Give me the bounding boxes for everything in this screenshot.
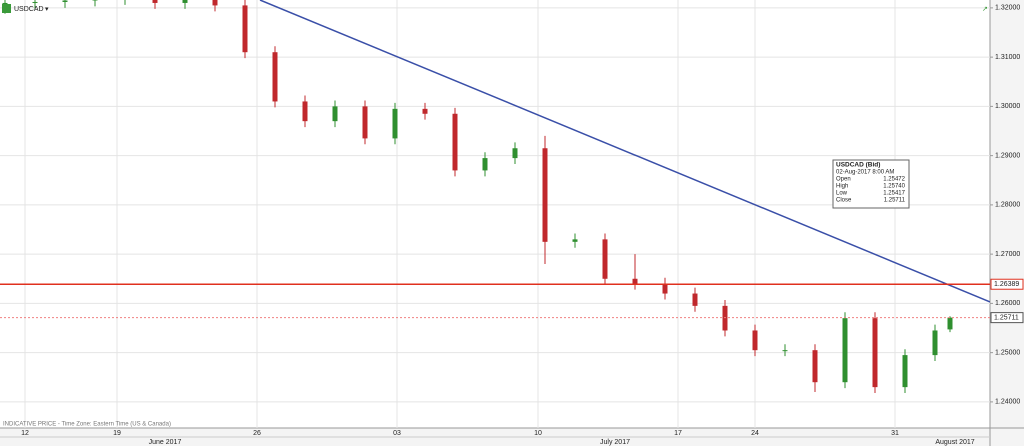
candle-body [242, 5, 248, 53]
tooltip-key: Low [836, 191, 848, 197]
tooltip-key: Close [836, 198, 852, 204]
month-label: June 2017 [149, 439, 182, 446]
candle-body [152, 0, 158, 3]
level-tag [990, 278, 1024, 290]
candle-body [332, 106, 338, 122]
y-tick-label: 1.30000 [995, 103, 1020, 110]
level-label: 1.26389 [994, 281, 1019, 288]
candle-body [722, 305, 728, 331]
y-tick-label: 1.26000 [995, 300, 1020, 307]
x-tick-label: 26 [253, 430, 261, 437]
candle-body [62, 0, 68, 2]
candle-body [392, 108, 398, 139]
tooltip-value: 1.25417 [883, 191, 905, 197]
candle-body [662, 283, 668, 294]
x-tick-label: 31 [891, 430, 899, 437]
series [0, 0, 990, 394]
candle-body [902, 355, 908, 388]
candle-body [452, 113, 458, 171]
tooltip-value: 1.25472 [883, 177, 905, 183]
candle-body [752, 330, 758, 351]
candle-body [632, 278, 638, 284]
candle-body [32, 1, 38, 3]
candle-body [842, 318, 848, 383]
tooltip-box [832, 159, 910, 209]
y-tick-label: 1.27000 [995, 251, 1020, 258]
candle-body [572, 239, 578, 242]
candle-body [482, 158, 488, 171]
trendline [259, 0, 990, 303]
x-tick-label: 12 [21, 430, 29, 437]
symbol-icon[interactable] [2, 4, 11, 13]
x-tick-label: 03 [393, 430, 401, 437]
candle-body [422, 108, 428, 114]
candle-body [872, 318, 878, 388]
symbol-label[interactable]: USDCAD [14, 6, 44, 13]
plot-area [0, 0, 990, 428]
candle-body [602, 239, 608, 279]
x-tick-label: 19 [113, 430, 121, 437]
y-tick-label: 1.29000 [995, 152, 1020, 159]
tooltip-value: 1.25711 [884, 198, 906, 204]
y-tick-label: 1.32000 [995, 5, 1020, 12]
candle-body [932, 330, 938, 356]
candle-body [692, 293, 698, 306]
x-tick-label: 10 [534, 430, 542, 437]
tooltip-date: 02-Aug-2017 8:00 AM [836, 170, 894, 176]
candle-body [512, 148, 518, 159]
trend-icon[interactable]: ↗ [982, 6, 988, 13]
y-tick-label: 1.31000 [995, 54, 1020, 61]
month-label: August 2017 [935, 439, 974, 446]
candle-body [947, 317, 953, 330]
candle-body [272, 52, 278, 102]
tooltip-value: 1.25740 [883, 184, 905, 190]
last-price-tag [990, 312, 1024, 324]
footer-note: INDICATIVE PRICE - Time Zone: Eastern Ti… [3, 422, 171, 428]
candle-body [182, 0, 188, 3]
dropdown-arrow[interactable]: ▾ [45, 6, 49, 13]
overlay: USDCAD ▾ INDICATIVE PRICE - Time Zone: E… [2, 4, 1024, 428]
y-tick-label: 1.25000 [995, 349, 1020, 356]
candle-body [362, 106, 368, 139]
y-tick-label: 1.24000 [995, 399, 1020, 406]
tooltip-key: High [836, 184, 848, 190]
tooltip-title: USDCAD (Bid) [836, 162, 880, 169]
x-tick-label: 17 [674, 430, 682, 437]
y-tick-label: 1.28000 [995, 202, 1020, 209]
candle-body [212, 0, 218, 6]
y-axis-panel [990, 0, 1024, 446]
candle-body [542, 148, 548, 242]
candle-body [812, 350, 818, 383]
last-price-label: 1.25711 [994, 314, 1019, 321]
candle-body [302, 101, 308, 122]
month-label: July 2017 [600, 439, 630, 446]
candle-body [782, 350, 788, 352]
tooltip-key: Open [836, 177, 851, 183]
x-tick-label: 24 [751, 430, 759, 437]
